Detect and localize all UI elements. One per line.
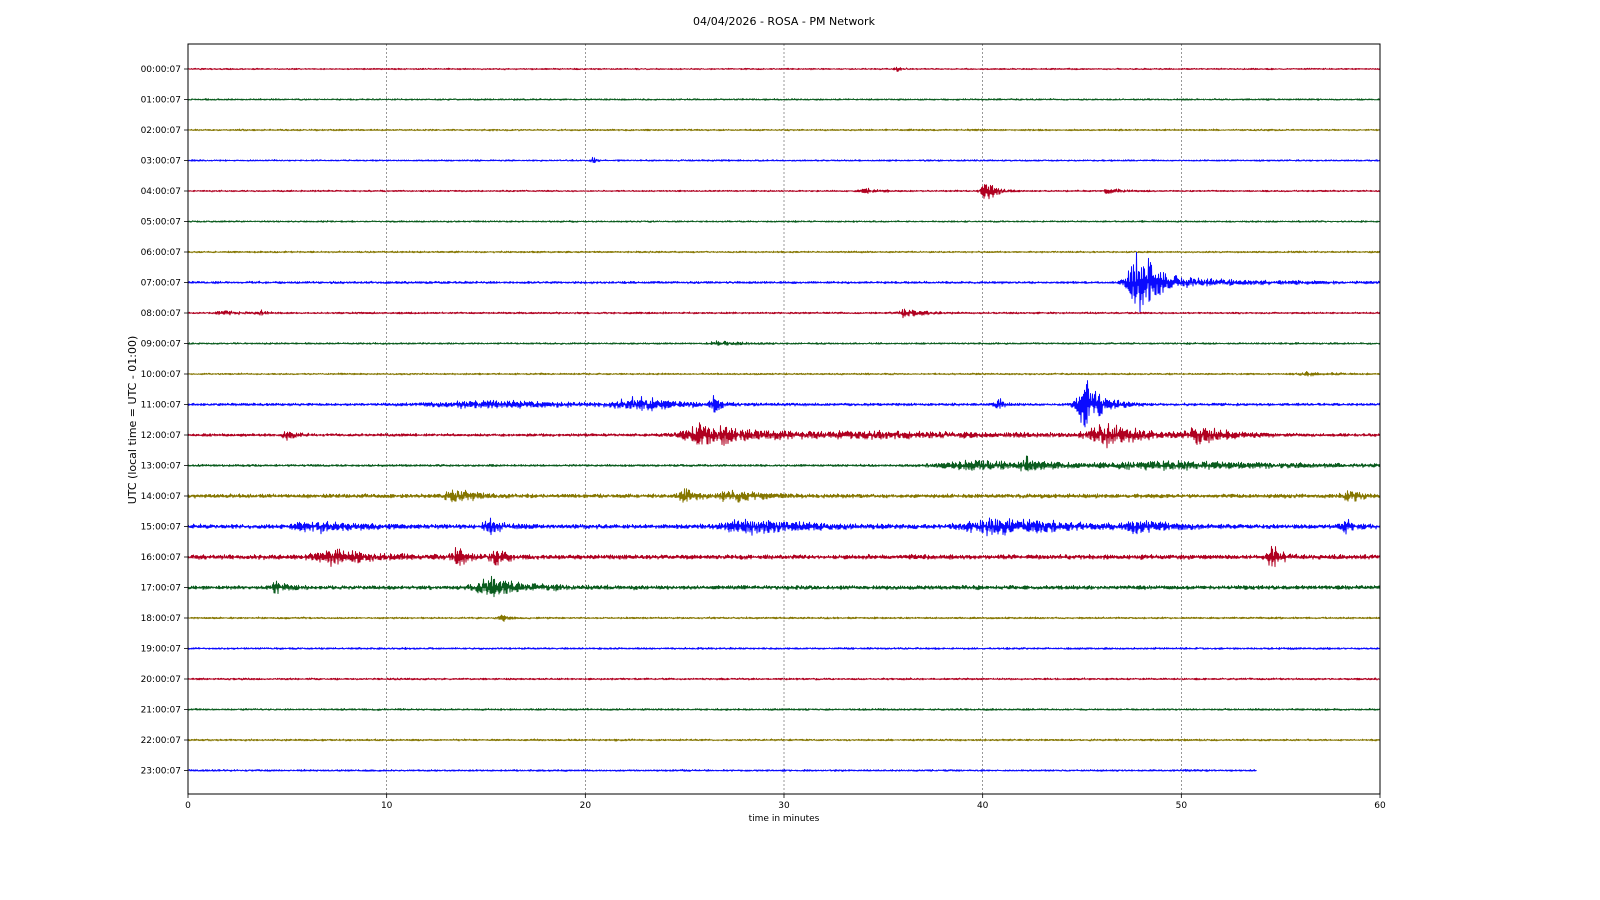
trace-15-00-07 [187,517,1381,537]
y-tick-label-21: 21:00:07 [141,706,181,716]
trace-01-00-07 [187,98,1381,101]
grid-lines [386,44,1182,794]
trace-22-00-07 [187,738,1381,742]
y-tick-label-2: 02:00:07 [141,126,181,136]
x-tick-label-5: 50 [1176,801,1188,811]
y-tick-label-15: 15:00:07 [141,523,181,533]
trace-11-00-07 [187,380,1381,428]
trace-02-00-07 [187,128,1381,132]
trace-18-00-07 [187,614,1381,622]
trace-23-00-07 [187,768,1257,773]
trace-16-00-07 [187,545,1381,568]
y-tick-label-8: 08:00:07 [141,309,181,319]
trace-00-00-07 [187,66,1381,72]
trace-13-00-07 [187,455,1381,472]
trace-04-00-07 [187,184,1381,200]
trace-10-00-07 [187,371,1381,377]
y-tick-label-12: 12:00:07 [141,431,181,441]
trace-21-00-07 [187,707,1381,712]
y-tick-label-13: 13:00:07 [141,462,181,472]
y-tick-label-23: 23:00:07 [141,767,181,777]
traces [187,66,1381,773]
y-tick-label-3: 03:00:07 [141,157,181,167]
x-tick-label-1: 10 [381,801,393,811]
x-tick-label-3: 30 [778,801,790,811]
y-tick-label-1: 01:00:07 [141,96,181,106]
chart-title: 04/04/2026 - ROSA - PM Network [693,15,876,28]
trace-14-00-07 [187,488,1381,503]
y-tick-label-6: 06:00:07 [141,248,181,258]
y-tick-label-18: 18:00:07 [141,614,181,624]
x-ticks: 0 10 20 30 40 50 60 [185,794,1386,811]
trace-07-00-07 [187,251,1381,313]
y-tick-label-20: 20:00:07 [141,675,181,685]
x-tick-label-0: 0 [185,801,191,811]
trace-08-00-07 [187,308,1381,319]
y-tick-label-5: 05:00:07 [141,218,181,228]
x-tick-label-4: 40 [977,801,989,811]
y-tick-label-16: 16:00:07 [141,553,181,563]
x-tick-label-2: 20 [580,801,592,811]
y-tick-label-14: 14:00:07 [141,492,181,502]
trace-06-00-07 [187,250,1381,254]
y-tick-label-10: 10:00:07 [141,370,181,380]
trace-03-00-07 [187,156,1381,164]
y-tick-label-22: 22:00:07 [141,736,181,746]
y-tick-label-11: 11:00:07 [141,401,181,411]
trace-12-00-07 [187,422,1381,449]
trace-05-00-07 [187,220,1381,223]
x-tick-label-6: 60 [1374,801,1386,811]
trace-17-00-07 [187,575,1381,598]
x-axis-label: time in minutes [749,814,820,824]
y-tick-label-9: 09:00:07 [141,340,181,350]
y-ticks: 00:00:07 01:00:07 02:00:07 03:00:07 04:00:07… [141,65,188,777]
y-tick-label-4: 04:00:07 [141,187,181,197]
y-axis-label: UTC (local time = UTC - 01:00) [126,336,139,505]
y-tick-label-7: 07:00:07 [141,279,181,289]
y-tick-label-19: 19:00:07 [141,645,181,655]
trace-19-00-07 [187,646,1380,651]
trace-09-00-07 [187,340,1381,346]
y-tick-label-0: 00:00:07 [141,65,181,75]
y-tick-label-17: 17:00:07 [141,584,181,594]
trace-20-00-07 [187,677,1381,681]
